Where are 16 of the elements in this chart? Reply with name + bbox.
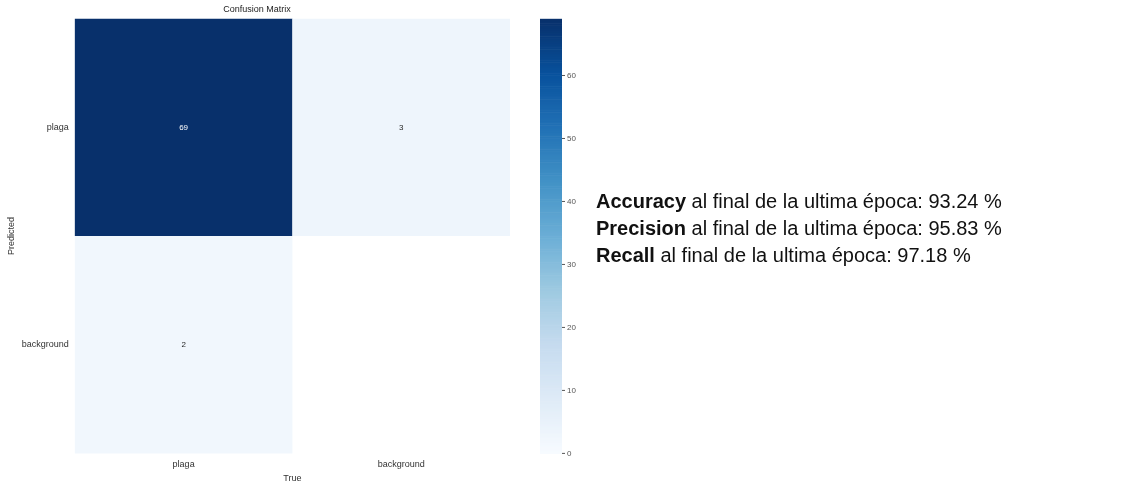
text: Precision al final de la ultima época: 95.83 % [596, 216, 1002, 241]
color-bar-label: 30 [567, 259, 577, 269]
data-label: 3 [398, 122, 404, 132]
text: Accuracy al final de la ultima época: 93.24 % [596, 189, 1002, 214]
data-label: 69 [179, 122, 189, 132]
color-bar-label: 40 [567, 196, 577, 206]
y-axis-title: Predicted [5, 217, 16, 256]
color-bar-label: 10 [567, 385, 577, 395]
color-bar-label: 50 [567, 133, 577, 143]
color-bar-label: 0 [567, 448, 572, 458]
chart-title: Confusion Matrix [223, 3, 292, 14]
x-axis-title: True [283, 473, 302, 484]
color-bar-label: 20 [567, 322, 577, 332]
color-bar-label: 60 [567, 70, 577, 80]
text: Recall al final de la ultima época: 97.18 % [596, 243, 972, 268]
data-label: 2 [181, 339, 187, 349]
